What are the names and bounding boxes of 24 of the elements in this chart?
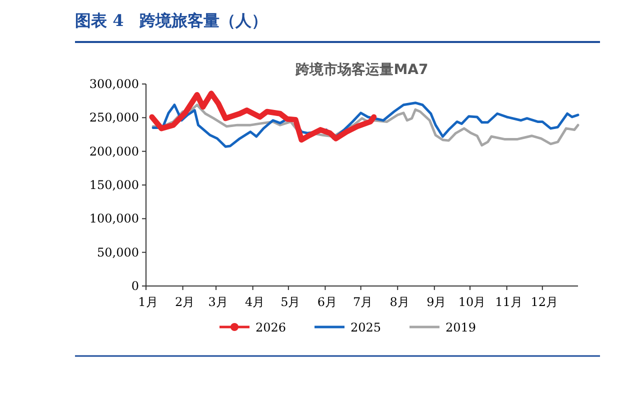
x-tick-label: 11月 — [495, 295, 522, 309]
chart-title: 图表 4 跨境旅客量（人） — [75, 11, 268, 30]
x-tick-label: 10月 — [458, 295, 486, 309]
y-tick-label: 100,000 — [89, 212, 139, 226]
x-tick-label: 4月 — [244, 295, 265, 309]
chart-subtitle: 跨境市场客运量MA7 — [294, 61, 428, 78]
legend-label: 2025 — [350, 320, 382, 334]
y-tick-label: 150,000 — [89, 178, 139, 192]
y-tick-label: 200,000 — [89, 144, 139, 158]
x-tick-label: 6月 — [317, 295, 338, 309]
y-tick-label: 250,000 — [89, 110, 139, 125]
x-tick-label: 3月 — [208, 295, 228, 309]
legend-label: 2026 — [256, 320, 286, 334]
x-tick-label: 7月 — [352, 295, 373, 309]
x-tick-label: 8月 — [390, 295, 410, 309]
legend-label: 2019 — [446, 320, 476, 334]
x-tick-label: 1月 — [138, 295, 158, 309]
y-tick-label: 0 — [131, 279, 139, 293]
y-tick-label: 50,000 — [97, 245, 139, 260]
x-tick-label: 2月 — [174, 295, 195, 309]
x-tick-label: 12月 — [530, 295, 558, 309]
x-tick-label: 5月 — [280, 295, 300, 309]
x-tick-label: 9月 — [426, 295, 446, 309]
y-tick-label: 300,000 — [89, 77, 139, 91]
